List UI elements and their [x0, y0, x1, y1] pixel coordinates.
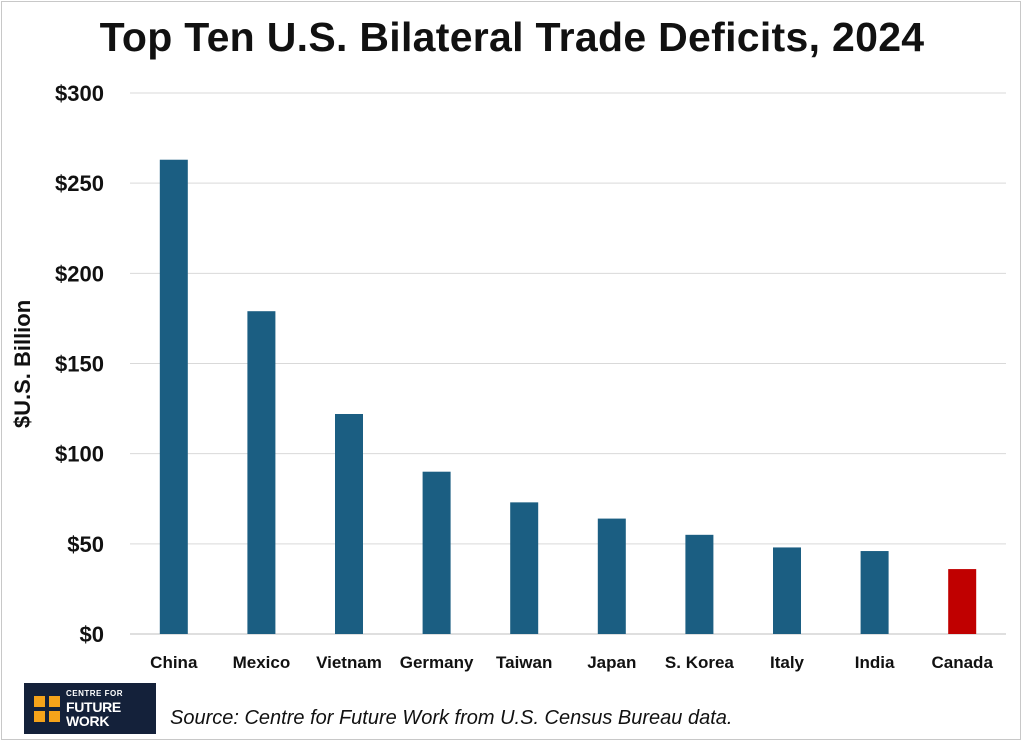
- x-tick-label: India: [855, 653, 895, 672]
- y-tick-label: $50: [67, 532, 104, 557]
- x-tick-label: Italy: [770, 653, 805, 672]
- bar-india: [860, 551, 889, 634]
- bar-canada: [948, 569, 977, 634]
- y-tick-label: $100: [55, 442, 104, 467]
- bar-italy: [773, 547, 801, 634]
- x-tick-label: Vietnam: [316, 653, 382, 672]
- y-tick-label: $0: [80, 622, 104, 647]
- x-tick-label: Germany: [400, 653, 474, 672]
- x-tick-label: Japan: [587, 653, 636, 672]
- gridlines: [130, 92, 1006, 635]
- x-tick-label: China: [150, 653, 198, 672]
- x-axis-labels: China Mexico Vietnam Germany Taiwan Japan S. K…: [150, 653, 993, 672]
- source-note: Source: Centre for Future Work from U.S.…: [170, 707, 733, 729]
- logo-line-2: FUTURE WORK: [66, 698, 121, 729]
- bar-taiwan: [510, 502, 539, 634]
- x-tick-label: S. Korea: [665, 653, 735, 672]
- x-tick-label: Taiwan: [496, 653, 552, 672]
- bars: [159, 159, 977, 634]
- bar-s-korea: [685, 534, 714, 634]
- bar-mexico: [247, 311, 276, 634]
- y-tick-label: $200: [55, 261, 104, 286]
- logo-mark-icon: [34, 695, 60, 722]
- chart-title: Top Ten U.S. Bilateral Trade Deficits, 2…: [99, 14, 925, 60]
- centre-for-future-work-logo: CENTRE FOR FUTURE WORK: [24, 683, 156, 734]
- y-tick-label: $300: [55, 81, 104, 106]
- logo-line-1: CENTRE FOR: [66, 688, 123, 698]
- bar-japan: [597, 518, 626, 634]
- bar-germany: [422, 471, 451, 634]
- y-axis-ticks: $0 $50 $100 $150 $200 $250 $300: [55, 81, 104, 647]
- y-tick-label: $150: [55, 352, 104, 377]
- bar-china: [159, 159, 188, 634]
- x-tick-label: Mexico: [233, 653, 291, 672]
- y-tick-label: $250: [55, 171, 104, 196]
- bar-vietnam: [335, 413, 363, 634]
- y-axis-title: $U.S. Billion: [10, 300, 35, 428]
- x-tick-label: Canada: [931, 653, 993, 672]
